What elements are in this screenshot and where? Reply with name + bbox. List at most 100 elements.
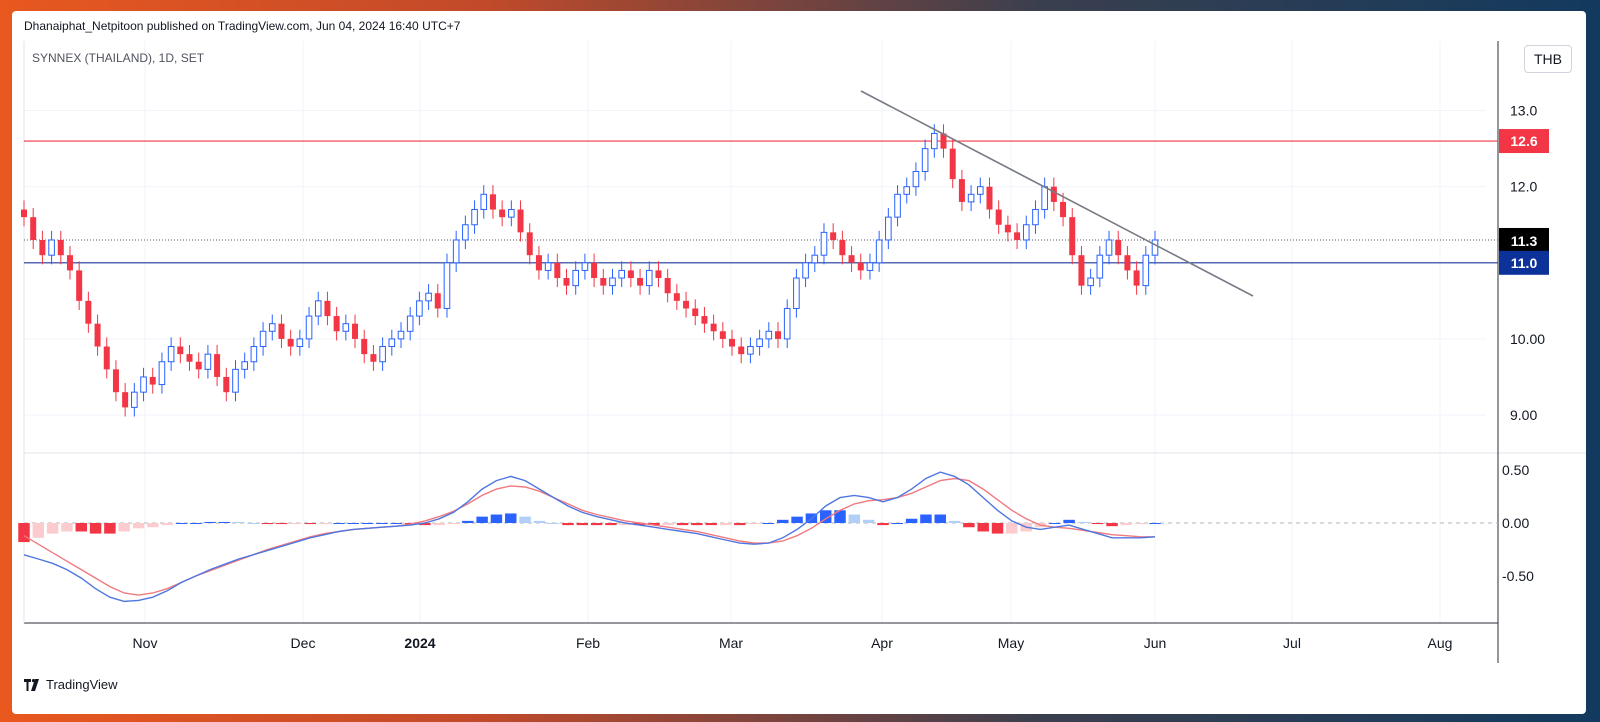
candle-body xyxy=(76,270,83,301)
candle-body xyxy=(673,293,680,301)
candle-body xyxy=(352,323,359,339)
candle-body xyxy=(756,338,763,348)
candle-body xyxy=(39,239,46,256)
candle-body xyxy=(296,338,304,348)
candle-body xyxy=(305,315,313,340)
macd-histogram-bar xyxy=(705,523,717,526)
macd-histogram-bar xyxy=(748,523,760,525)
macd-histogram-bar xyxy=(61,523,73,532)
macd-histogram-bar xyxy=(361,523,374,524)
macd-histogram-bar xyxy=(204,521,216,523)
candle-body xyxy=(1105,239,1113,256)
candle-body xyxy=(765,330,773,340)
macd-histogram-bar xyxy=(18,523,30,543)
macd-histogram-bar xyxy=(877,523,889,526)
macd-histogram-bar xyxy=(233,521,245,523)
macd-histogram-bar xyxy=(46,523,59,534)
candle-body xyxy=(618,269,625,279)
candle-body xyxy=(1004,224,1011,233)
macd-histogram-bar xyxy=(977,523,989,532)
candle-body xyxy=(406,315,414,332)
candle-body xyxy=(434,293,441,309)
candle-body xyxy=(885,216,892,241)
macd-histogram-bar xyxy=(848,514,861,523)
macd-histogram-bar xyxy=(562,523,574,526)
candle-body xyxy=(397,330,405,340)
macd-histogram-bar xyxy=(963,523,975,528)
time-tick-label: Aug xyxy=(1428,635,1453,651)
candle-body xyxy=(848,255,855,263)
macd-histogram-bar xyxy=(304,523,317,525)
candle-body xyxy=(535,255,542,271)
publish-info: Dhanaiphat_Netpitoon published on Tradin… xyxy=(24,19,461,33)
candle-body xyxy=(214,354,221,377)
candle-body xyxy=(986,186,993,210)
candle-body xyxy=(637,278,644,286)
macd-line xyxy=(23,471,1156,603)
candle-body xyxy=(57,239,64,256)
candle-body xyxy=(995,209,1002,225)
macd-histogram-bar xyxy=(633,523,646,526)
candle-body xyxy=(416,300,423,317)
macd-histogram-bar xyxy=(648,523,660,526)
candle-body xyxy=(563,278,570,286)
candle-body xyxy=(268,323,276,332)
macd-histogram-bar xyxy=(290,523,302,525)
candle-body xyxy=(103,346,110,370)
macd-histogram-bar xyxy=(104,523,116,534)
candle-body xyxy=(167,346,175,363)
candle-body xyxy=(85,300,92,324)
candle-body xyxy=(1032,209,1039,226)
candle-body xyxy=(866,262,874,271)
time-tick-label: Dec xyxy=(291,635,316,651)
currency-button[interactable]: THB xyxy=(1524,45,1572,73)
candle-body xyxy=(21,209,27,218)
candle-body xyxy=(223,376,230,393)
price-tick-label: 12.0 xyxy=(1510,179,1537,195)
candle-body xyxy=(1096,254,1104,279)
candle-body xyxy=(278,323,285,339)
macd-histogram-bar xyxy=(175,523,188,524)
candle-body xyxy=(738,346,745,355)
macd-histogram-bar xyxy=(89,523,102,534)
chart-canvas[interactable]: 9.0010.0012.013.0-0.500.000.5012.611.319… xyxy=(12,11,1586,714)
candle-body xyxy=(361,338,368,355)
candle-body xyxy=(508,209,515,218)
price-tag-label: 12.6 xyxy=(1510,133,1537,149)
macd-histogram-bar xyxy=(462,520,474,523)
macd-histogram-bar xyxy=(1106,523,1118,527)
candle-body xyxy=(517,209,524,233)
candle-body xyxy=(30,217,37,240)
candle-body xyxy=(1151,239,1159,256)
chart-card: 9.0010.0012.013.0-0.500.000.5012.611.319… xyxy=(12,11,1586,714)
macd-histogram-bar xyxy=(318,523,331,525)
time-tick-label: 2024 xyxy=(404,635,435,651)
candle-body xyxy=(250,346,258,363)
tradingview-footer[interactable]: TradingView xyxy=(24,677,118,692)
candle-body xyxy=(940,133,947,149)
macd-histogram-bar xyxy=(32,523,45,538)
macd-histogram-bar xyxy=(676,523,689,526)
macd-histogram-bar xyxy=(1120,523,1133,526)
candle-body xyxy=(526,232,533,256)
candle-body xyxy=(783,307,791,340)
macd-histogram-bar xyxy=(891,523,904,524)
macd-histogram-bar xyxy=(275,523,288,525)
candle-body xyxy=(609,277,616,287)
macd-histogram-bar xyxy=(934,514,946,523)
candle-body xyxy=(324,300,331,317)
candle-body xyxy=(1022,224,1030,241)
macd-histogram-bar xyxy=(791,516,803,523)
macd-histogram-bar xyxy=(905,518,918,523)
price-tag: 12.6 xyxy=(1499,129,1549,154)
candle-body xyxy=(112,369,119,393)
candle-body xyxy=(949,148,956,180)
candle-body xyxy=(820,231,828,256)
macd-histogram-bar xyxy=(948,520,961,523)
macd-histogram-bar xyxy=(490,514,503,523)
candle-body xyxy=(903,186,911,195)
candle-body xyxy=(158,361,166,386)
candle-body xyxy=(912,170,920,188)
symbol-title[interactable]: SYNNEX (THAILAND), 1D, SET xyxy=(32,51,205,65)
candle-body xyxy=(1133,270,1140,286)
